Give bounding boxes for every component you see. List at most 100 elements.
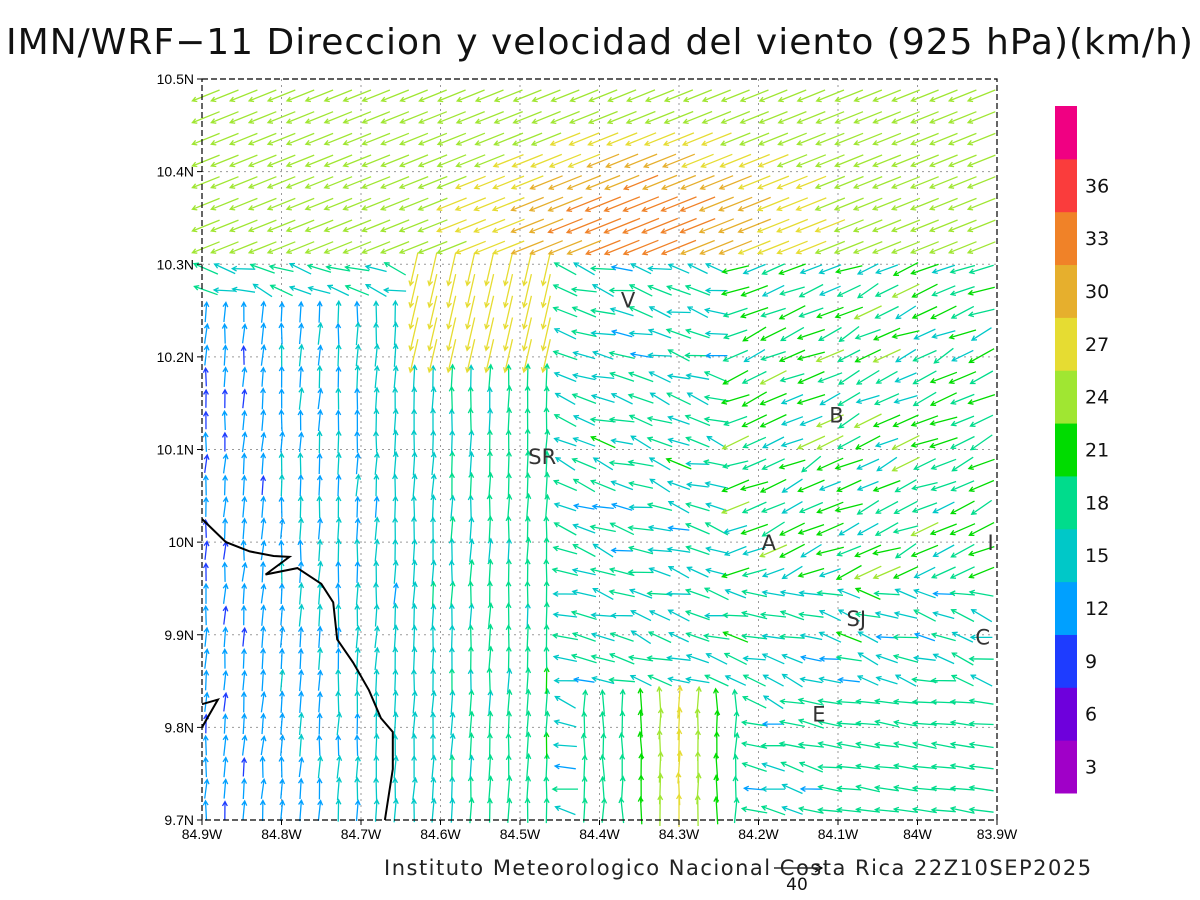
- legend-label: 6: [1085, 704, 1097, 726]
- wind-arrow: [316, 777, 323, 800]
- wind-arrow: [354, 603, 361, 627]
- wind-arrow: [797, 567, 825, 578]
- wind-arrow: [740, 741, 768, 749]
- wind-arrow: [260, 691, 267, 713]
- wind-arrow: [529, 240, 563, 255]
- wind-arrow: [484, 252, 495, 287]
- wind-arrow: [665, 457, 692, 470]
- y-tick-label: 10.5N: [157, 71, 194, 87]
- wind-arrow: [374, 625, 381, 649]
- wind-arrow: [191, 154, 220, 168]
- wind-arrow: [836, 284, 861, 297]
- wind-arrow: [203, 582, 209, 604]
- wind-arrow: [970, 434, 993, 451]
- wind-arrow: [911, 283, 938, 298]
- wind-arrow: [581, 797, 588, 823]
- wind-arrow: [430, 407, 436, 433]
- wind-arrow: [649, 392, 670, 406]
- y-axis-ticks: 9.7N 9.8N 9.9N 10N 10.1N 10.2N 10.3N 10.4N 10.5N: [157, 71, 202, 828]
- wind-arrow: [278, 387, 285, 409]
- wind-arrow: [760, 805, 786, 816]
- wind-arrow: [695, 685, 702, 718]
- wind-arrow: [203, 778, 210, 799]
- wind-arrow: [930, 677, 957, 684]
- wind-arrow: [776, 197, 809, 212]
- wind-arrow: [873, 784, 899, 792]
- wind-arrow: [547, 175, 583, 190]
- wind-arrow: [685, 328, 710, 339]
- wind-arrow: [641, 217, 679, 234]
- x-tick-label: 84.2W: [738, 826, 779, 842]
- wind-arrow: [599, 689, 606, 715]
- wind-arrow: [316, 430, 323, 454]
- wind-arrow: [967, 458, 995, 470]
- wind-arrow: [492, 175, 525, 190]
- wind-arrow: [853, 413, 882, 429]
- wind-arrow: [392, 407, 399, 432]
- wind-arrow: [380, 89, 410, 103]
- wind-arrow: [373, 451, 380, 475]
- wind-arrow: [799, 633, 823, 641]
- wind-arrow: [875, 264, 899, 275]
- wind-arrow: [550, 89, 580, 103]
- wind-arrow: [592, 543, 614, 558]
- wind-arrow: [950, 393, 975, 405]
- wind-arrow: [468, 558, 475, 585]
- wind-arrow: [203, 540, 210, 560]
- wind-arrow: [550, 110, 580, 125]
- wind-arrow: [430, 494, 437, 520]
- wind-arrow: [325, 264, 351, 272]
- wind-arrow: [666, 546, 691, 553]
- wind-arrow: [741, 414, 768, 428]
- wind-arrow: [448, 559, 455, 584]
- legend-swatch: [1055, 423, 1077, 477]
- wind-arrow: [622, 196, 660, 213]
- wind-arrow: [873, 763, 900, 770]
- wind-arrow: [364, 264, 387, 273]
- wind-arrow: [758, 89, 788, 103]
- wind-arrow: [336, 776, 342, 801]
- wind-arrow: [891, 154, 921, 168]
- wind-arrow: [411, 602, 418, 628]
- wind-arrow: [525, 623, 531, 650]
- wind-arrow: [392, 386, 399, 410]
- wind-arrow: [285, 219, 315, 233]
- wind-arrow: [686, 566, 709, 578]
- x-tick-label: 84.8W: [261, 826, 302, 842]
- wind-arrow: [854, 349, 882, 363]
- wind-arrow: [323, 111, 353, 124]
- wind-arrow: [912, 655, 936, 662]
- wind-arrow: [608, 677, 635, 683]
- wind-vectors: [191, 89, 996, 827]
- wind-arrow: [417, 132, 448, 146]
- wind-arrow: [572, 350, 596, 360]
- wind-arrow: [417, 154, 448, 168]
- wind-arrow: [221, 561, 228, 582]
- wind-arrow: [316, 364, 323, 389]
- wind-arrow: [298, 668, 305, 692]
- place-label: SR: [528, 445, 556, 469]
- y-tick-label: 10.1N: [157, 442, 194, 458]
- wind-arrow: [585, 239, 621, 256]
- legend-label: 12: [1085, 598, 1109, 620]
- wind-arrow: [685, 631, 710, 642]
- wind-arrow: [316, 734, 323, 756]
- wind-arrow: [950, 543, 975, 558]
- wind-arrow: [552, 306, 578, 318]
- wind-arrow: [202, 431, 209, 452]
- wind-arrow: [800, 543, 822, 558]
- wind-arrow: [551, 567, 579, 577]
- wind-arrow: [779, 286, 805, 296]
- wind-arrow: [665, 328, 692, 339]
- wind-arrow: [874, 284, 899, 297]
- wind-arrow: [468, 754, 475, 780]
- wind-arrow: [781, 783, 803, 795]
- wind-arrow: [610, 392, 633, 405]
- wind-arrow: [531, 89, 561, 103]
- wind-arrow: [780, 438, 804, 448]
- wind-arrow: [260, 452, 267, 475]
- wind-arrow: [316, 474, 323, 496]
- wind-arrow: [241, 323, 248, 344]
- wind-arrow: [648, 371, 671, 383]
- wind-arrow: [465, 317, 476, 352]
